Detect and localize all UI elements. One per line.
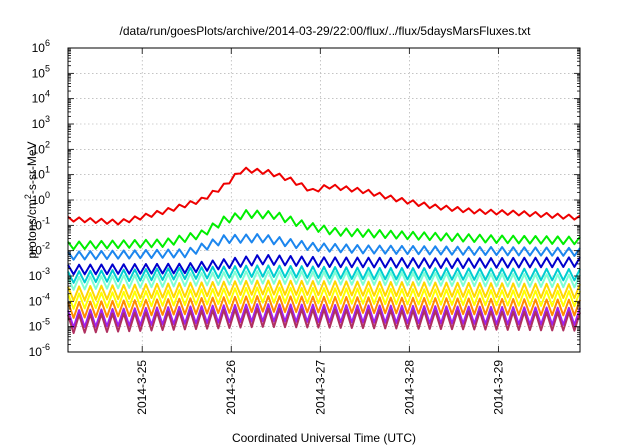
series-line-3: [67, 233, 581, 261]
y-tick-base: 10: [32, 117, 46, 131]
y-tick-exponent: -2: [42, 241, 50, 251]
y-tick-label: 10-4: [29, 291, 50, 308]
series-line-9: [67, 295, 581, 319]
y-axis-label-sup: 2: [23, 194, 33, 199]
y-tick-base: 10: [32, 92, 46, 106]
y-tick-labels: 10-610-510-410-310-210-11001011021031041…: [29, 38, 50, 359]
y-tick-exponent: -4: [42, 291, 50, 301]
y-tick-base: 10: [32, 168, 46, 182]
y-tick-label: 105: [32, 63, 50, 80]
series-line-10: [67, 303, 581, 329]
y-tick-base: 10: [29, 244, 43, 258]
series-line-8: [67, 286, 581, 310]
y-tick-base: 10: [29, 218, 43, 232]
y-tick-exponent: 4: [45, 89, 50, 99]
y-tick-base: 10: [32, 142, 46, 156]
y-tick-exponent: 0: [45, 190, 50, 200]
y-tick-exponent: 1: [45, 165, 50, 175]
y-tick-label: 10-1: [29, 215, 50, 232]
series-line-7: [67, 279, 581, 302]
y-tick-base: 10: [32, 193, 46, 207]
y-tick-base: 10: [29, 294, 43, 308]
y-tick-label: 10-3: [29, 266, 50, 283]
y-tick-label: 104: [32, 89, 50, 106]
y-tick-base: 10: [32, 41, 46, 55]
y-tick-base: 10: [32, 66, 46, 80]
series-line-1: [67, 166, 581, 226]
series-line-6: [67, 270, 581, 291]
series-line-11: [67, 307, 581, 335]
y-tick-base: 10: [29, 320, 43, 334]
y-tick-exponent: -6: [42, 342, 50, 352]
y-tick-exponent: -3: [42, 266, 50, 276]
y-tick-exponent: 6: [45, 38, 50, 48]
x-tick-labels: 2014-3-25 2014-3-26 2014-3-27 2014-3-28 2014…: [135, 360, 505, 415]
y-tick-label: 10-2: [29, 241, 50, 258]
x-tick-label: 2014-3-28: [402, 360, 416, 415]
chart-title: /data/run/goesPlots/archive/2014-03-29/2…: [120, 24, 532, 38]
series-line-5: [67, 264, 581, 284]
x-axis-label: Coordinated Universal Time (UTC): [232, 431, 416, 445]
y-tick-label: 106: [32, 38, 50, 55]
y-tick-base: 10: [29, 269, 43, 283]
series-line-4: [67, 254, 581, 276]
y-tick-exponent: -1: [42, 215, 50, 225]
y-axis-label: protons/cm2-s-sr-MeV: [23, 141, 39, 258]
ticks: [68, 47, 580, 353]
x-tick-label: 2014-3-27: [313, 360, 327, 415]
y-tick-label: 100: [32, 190, 50, 207]
y-tick-label: 10-6: [29, 342, 50, 359]
y-tick-exponent: 2: [45, 139, 50, 149]
y-tick-label: 10-5: [29, 317, 50, 334]
y-tick-exponent: -5: [42, 317, 50, 327]
y-axis-label-prefix: protons/cm: [25, 199, 39, 258]
y-tick-base: 10: [29, 345, 43, 359]
series-line-2: [67, 209, 581, 251]
x-tick-label: 2014-3-26: [224, 360, 238, 415]
y-tick-label: 103: [32, 114, 50, 131]
x-tick-label: 2014-3-25: [135, 360, 149, 415]
y-axis-label-suffix: -s-sr-MeV: [25, 141, 39, 194]
y-tick-label: 101: [32, 165, 50, 182]
x-tick-label: 2014-3-29: [491, 360, 505, 415]
y-tick-exponent: 5: [45, 63, 50, 73]
series-layer: [67, 166, 581, 335]
y-tick-label: 102: [32, 139, 50, 156]
y-tick-exponent: 3: [45, 114, 50, 124]
